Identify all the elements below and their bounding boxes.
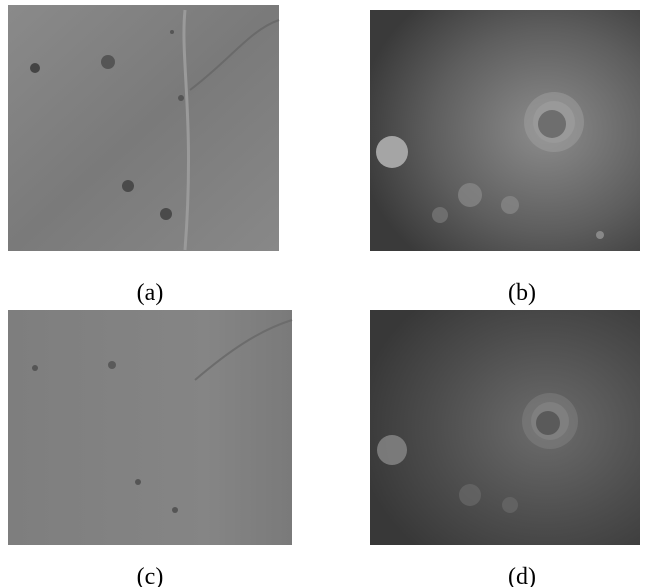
image-a <box>8 5 279 251</box>
image-d <box>370 310 640 545</box>
image-b <box>370 10 640 251</box>
figure: (a) (b) (c) (d) <box>0 0 646 587</box>
caption: (a) <box>137 280 164 306</box>
image-c <box>8 310 292 545</box>
caption: (c) <box>137 564 164 587</box>
page: (a) (b) (c) (d) (() => { const data = JS… <box>0 0 646 587</box>
caption: (d) <box>508 564 536 587</box>
caption: (b) <box>508 280 536 306</box>
